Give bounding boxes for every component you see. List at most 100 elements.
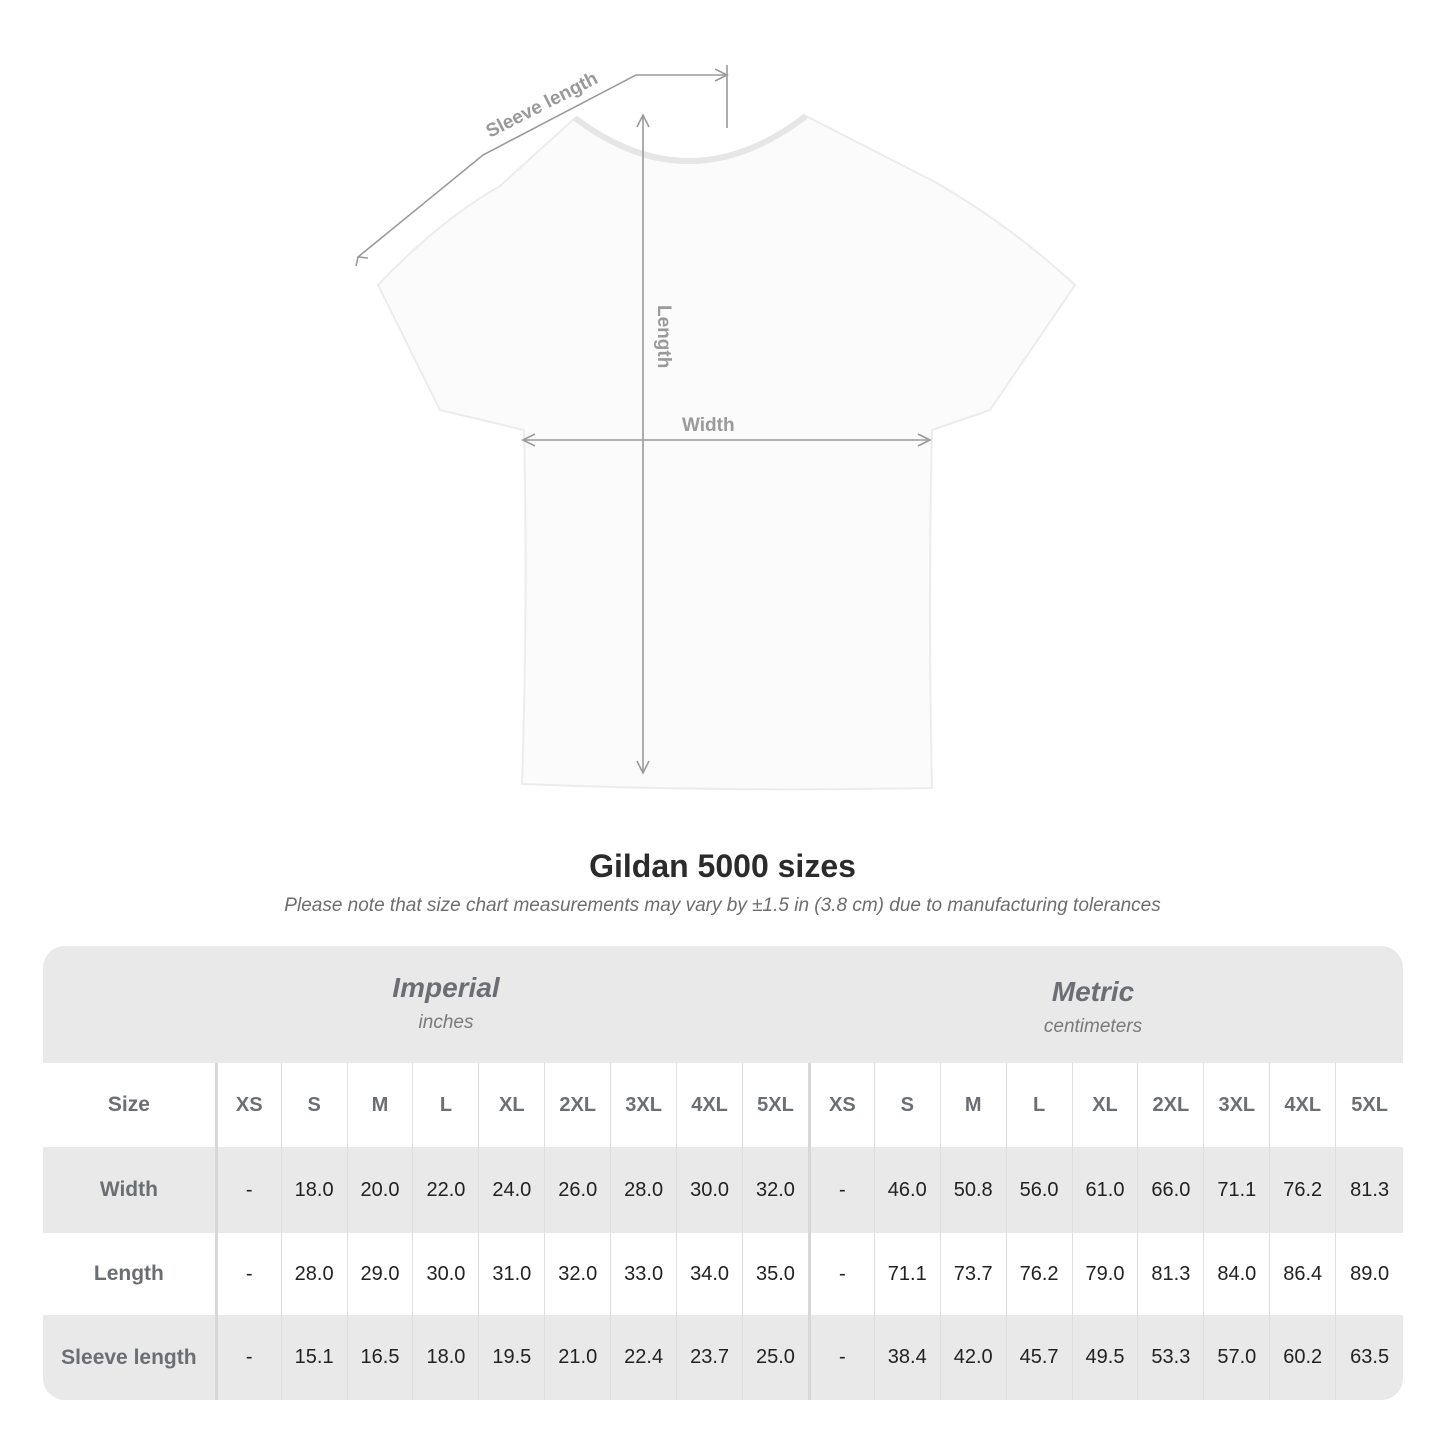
cell-imperial: 29.0 <box>346 1233 413 1315</box>
cell-imperial: 26.0 <box>544 1147 610 1233</box>
sleeve-arrowhead <box>714 68 729 82</box>
tolerance-note: Please note that size chart measurements… <box>284 895 1161 916</box>
tshirt-shape <box>376 114 1077 791</box>
cell-imperial: 16.5 <box>346 1315 413 1400</box>
row-label: Sleeve length <box>61 1345 197 1369</box>
size-header-metric: 5XL <box>1335 1063 1403 1147</box>
length-arrowhead <box>636 760 650 775</box>
cell-imperial: 33.0 <box>610 1233 676 1315</box>
size-header-metric: M <box>939 1063 1006 1147</box>
cell-metric: 53.3 <box>1137 1315 1203 1400</box>
cell-imperial: 32.0 <box>544 1233 610 1315</box>
cell-imperial: 28.0 <box>610 1147 676 1233</box>
collar <box>573 113 808 164</box>
cell-imperial: 19.5 <box>478 1315 544 1400</box>
table-row: Length -28.0 29.0 30.0 31.0 32.0 33.0 34.0 35.0-… <box>43 1233 1403 1315</box>
cell-metric: 56.0 <box>1005 1147 1072 1233</box>
sleeve-measure-line <box>357 74 727 258</box>
cell-imperial: - <box>214 1315 281 1400</box>
cell-imperial: 34.0 <box>676 1233 742 1315</box>
size-header-metric: XS <box>807 1063 874 1147</box>
cell-imperial: 30.0 <box>676 1147 742 1233</box>
cell-metric: 71.1 <box>873 1233 940 1315</box>
sleeve-arrowhead <box>355 256 369 267</box>
imperial-heading: Imperial <box>392 972 500 1003</box>
size-header-imperial: S <box>280 1063 347 1147</box>
size-header-row: Size XS S M L XL 2XL 3XL 4XL 5XL XS S M L XL 2XL 3XL 4XL 5… <box>43 1063 1403 1147</box>
row-label: Width <box>99 1178 158 1201</box>
cell-metric: 76.2 <box>1005 1233 1072 1315</box>
size-header-imperial: XL <box>478 1063 544 1147</box>
cell-imperial: 18.0 <box>412 1315 478 1400</box>
size-header-metric: 2XL <box>1137 1063 1203 1147</box>
size-header-imperial: 3XL <box>610 1063 676 1147</box>
length-label: Length <box>653 305 674 368</box>
cell-metric: 71.1 <box>1203 1147 1269 1233</box>
size-table: Imperial inches Metric centimeters Size X… <box>43 946 1403 1400</box>
cell-metric: 57.0 <box>1203 1315 1269 1400</box>
cell-imperial: 21.0 <box>544 1315 610 1400</box>
cell-imperial: 22.4 <box>610 1315 676 1400</box>
page-title: Gildan 5000 sizes <box>589 848 856 884</box>
row-label: Length <box>93 1262 164 1285</box>
cell-metric: 63.5 <box>1335 1315 1403 1400</box>
cell-metric: 50.8 <box>939 1147 1006 1233</box>
cell-metric: 79.0 <box>1071 1233 1138 1315</box>
cell-imperial: 23.7 <box>676 1315 742 1400</box>
cell-metric: 84.0 <box>1203 1233 1269 1315</box>
imperial-header: Imperial inches <box>215 946 677 1063</box>
cell-imperial: 30.0 <box>412 1233 478 1315</box>
cell-imperial: 20.0 <box>346 1147 413 1233</box>
table-row: Width -18.0 20.0 22.0 24.0 26.0 28.0 30.0 32.0-4… <box>43 1147 1403 1233</box>
width-label: Width <box>682 415 735 436</box>
cell-imperial: 24.0 <box>478 1147 544 1233</box>
size-header-metric: XL <box>1071 1063 1138 1147</box>
size-header-metric: L <box>1005 1063 1072 1147</box>
table-row: Sleeve length -15.1 16.5 18.0 19.5 21.0 22.4 23… <box>43 1315 1403 1400</box>
width-arrowhead <box>917 433 932 447</box>
size-header-metric: 3XL <box>1203 1063 1269 1147</box>
width-arrowhead <box>521 433 536 447</box>
cell-imperial: 18.0 <box>280 1147 347 1233</box>
cell-metric: 86.4 <box>1269 1233 1335 1315</box>
size-header-metric: 4XL <box>1269 1063 1335 1147</box>
size-header-imperial: 2XL <box>544 1063 610 1147</box>
tshirt-diagram: Sleeve length Length Width <box>355 65 1077 791</box>
cell-metric: 66.0 <box>1137 1147 1203 1233</box>
cell-metric: 46.0 <box>873 1147 940 1233</box>
size-header-imperial: 5XL <box>742 1063 808 1147</box>
cell-imperial: 32.0 <box>742 1147 808 1233</box>
cell-metric: 49.5 <box>1071 1315 1138 1400</box>
size-header-imperial: M <box>346 1063 413 1147</box>
cell-metric: 38.4 <box>873 1315 940 1400</box>
metric-unit: centimeters <box>1043 1016 1143 1037</box>
imperial-unit: inches <box>418 1012 474 1033</box>
size-header-imperial: L <box>412 1063 478 1147</box>
cell-metric: 45.7 <box>1005 1315 1072 1400</box>
cell-metric: 42.0 <box>939 1315 1006 1400</box>
cell-metric: 81.3 <box>1137 1233 1203 1315</box>
size-header-metric: S <box>873 1063 940 1147</box>
metric-heading: Metric <box>1051 976 1135 1007</box>
cell-imperial: - <box>214 1233 281 1315</box>
cell-metric: - <box>807 1233 874 1315</box>
size-header-imperial: 4XL <box>676 1063 742 1147</box>
cell-imperial: 31.0 <box>478 1233 544 1315</box>
size-header-imperial: XS <box>214 1063 281 1147</box>
cell-metric: 76.2 <box>1269 1147 1335 1233</box>
cell-imperial: 22.0 <box>412 1147 478 1233</box>
cell-metric: 60.2 <box>1269 1315 1335 1400</box>
cell-imperial: 15.1 <box>280 1315 347 1400</box>
cell-metric: - <box>807 1315 874 1400</box>
metric-header: Metric centimeters <box>809 946 1377 1063</box>
cell-metric: - <box>807 1147 874 1233</box>
row-label: Size <box>107 1093 150 1116</box>
cell-imperial: 25.0 <box>742 1315 808 1400</box>
cell-metric: 81.3 <box>1335 1147 1403 1233</box>
cell-imperial: 35.0 <box>742 1233 808 1315</box>
cell-imperial: - <box>214 1147 281 1233</box>
cell-metric: 61.0 <box>1071 1147 1138 1233</box>
cell-metric: 89.0 <box>1335 1233 1403 1315</box>
cell-imperial: 28.0 <box>280 1233 347 1315</box>
cell-metric: 73.7 <box>939 1233 1006 1315</box>
